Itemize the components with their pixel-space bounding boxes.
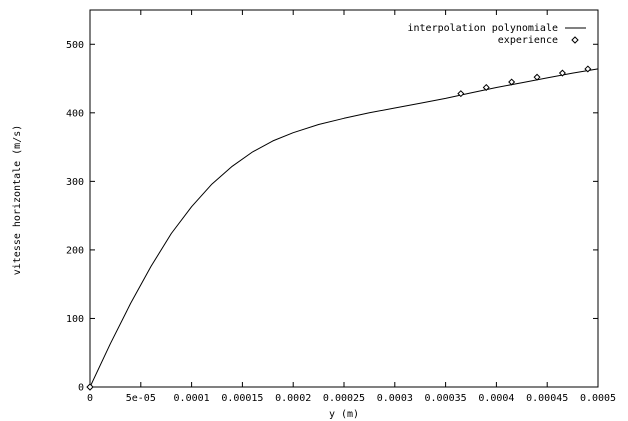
y-axis-label: vitesse horizontale (m/s): [12, 125, 23, 276]
experience-data-point: [584, 65, 592, 73]
x-tick-label: 0.00035: [425, 393, 467, 404]
x-tick-label: 0.0003: [377, 393, 413, 404]
ticks-layer: 0 5e-05 0.0001 0.00015 0.0002 0.00025 0.0003 0.…: [66, 10, 616, 404]
legend: interpolation polynomiale experience: [407, 23, 586, 46]
x-tick-label: 0.00045: [526, 393, 568, 404]
series-layer: [86, 65, 599, 391]
experience-data-point: [508, 78, 516, 86]
x-tick-label: 0: [87, 393, 93, 404]
legend-label-polynomial: interpolation polynomiale: [407, 23, 558, 34]
experience-data-point: [482, 83, 490, 91]
y-tick-label: 200: [66, 245, 84, 256]
experience-data-point: [457, 90, 465, 98]
x-tick-label: 5e-05: [126, 393, 156, 404]
experience-data-point: [558, 69, 566, 77]
origin-marker: [86, 383, 94, 391]
y-tick-label: 300: [66, 177, 84, 188]
x-tick-label: 0.00015: [221, 393, 263, 404]
y-tick-label: 0: [78, 383, 84, 394]
series-line-interpolation-polynomiale: [89, 68, 599, 388]
x-tick-label: 0.0002: [275, 393, 311, 404]
x-tick-label: 0.0005: [580, 393, 616, 404]
legend-diamond-marker: [571, 36, 579, 44]
x-tick-label: 0.0001: [174, 393, 210, 404]
y-tick-label: 100: [66, 314, 84, 325]
x-tick-label: 0.0004: [478, 393, 514, 404]
experience-data-point: [533, 73, 541, 81]
y-tick-label: 400: [66, 108, 84, 119]
legend-label-experience: experience: [498, 35, 558, 46]
x-tick-label: 0.00025: [323, 393, 365, 404]
plot-frame: [89, 9, 599, 388]
x-axis-label: y (m): [329, 409, 359, 420]
y-tick-label: 500: [66, 40, 84, 51]
